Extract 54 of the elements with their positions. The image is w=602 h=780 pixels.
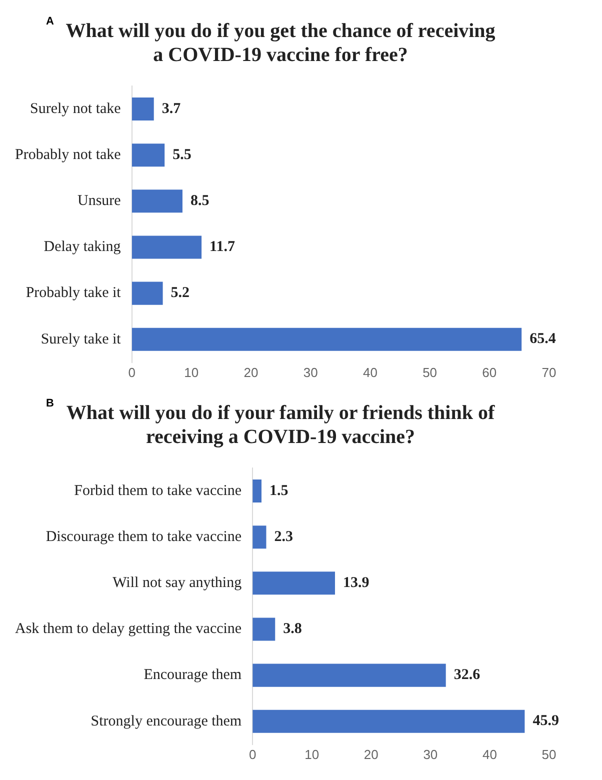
x-tick-label: 40 — [482, 746, 497, 762]
text: A — [46, 16, 54, 28]
x-tick-label: 50 — [422, 364, 438, 380]
x-tick-label: 20 — [244, 364, 258, 380]
bar — [132, 236, 202, 259]
bar — [132, 190, 182, 213]
data-label: 32.6 — [454, 667, 481, 684]
data-label: 3.8 — [283, 621, 302, 638]
chart-title: What will you do if your family or friends think of receiving a COVID-19 vaccine? — [66, 402, 495, 448]
bar — [252, 526, 266, 549]
x-tick-label: 40 — [362, 364, 378, 380]
x-tick-label: 10 — [184, 364, 199, 380]
chart-title: What will you do if you get the chance of receiving a COVID-19 vaccine for free? — [66, 20, 496, 66]
x-tick-label: 50 — [542, 746, 556, 762]
x-tick-label: 30 — [303, 364, 318, 380]
data-label: 65.4 — [530, 331, 556, 348]
y-tick-label: Discourage them to take vaccine — [46, 529, 242, 546]
data-label: 45.9 — [532, 713, 559, 730]
data-label: 13.9 — [342, 575, 370, 592]
y-tick-label: Forbid them to take vaccine — [74, 482, 242, 499]
bar — [252, 618, 276, 641]
y-tick-label: Encourage them — [144, 667, 242, 684]
x-tick-label: 10 — [304, 746, 320, 762]
y-tick-label: Strongly encourage them — [90, 713, 242, 730]
x-tick-label: 30 — [423, 746, 438, 762]
bar — [132, 282, 163, 305]
data-label: 5.5 — [172, 146, 192, 163]
y-tick-label: Surely take it — [40, 331, 122, 348]
bar — [252, 572, 335, 595]
y-tick-label: Surely not take — [30, 100, 122, 117]
bar — [252, 710, 525, 733]
y-tick-label: Ask them to delay getting the vaccine — [14, 621, 242, 638]
data-label: 8.5 — [190, 193, 210, 210]
bar — [132, 328, 522, 351]
data-label: 3.7 — [162, 100, 182, 117]
bar — [252, 664, 446, 687]
x-tick-label: 60 — [482, 364, 497, 380]
x-tick-label: 20 — [364, 746, 378, 762]
y-tick-label: Probably not take — [14, 147, 122, 164]
y-tick-label: Probably take it — [26, 285, 122, 302]
bar — [252, 480, 262, 503]
y-tick-label: Will not say anything — [112, 575, 242, 592]
x-tick-label: 0 — [128, 364, 136, 380]
bar — [132, 98, 154, 121]
y-tick-label: Delay taking — [44, 239, 122, 256]
data-label: 11.7 — [210, 239, 236, 256]
y-tick-label: Unsure — [77, 193, 122, 210]
x-tick-label: 70 — [542, 364, 556, 380]
data-label: 2.3 — [274, 528, 293, 545]
data-label: 5.2 — [170, 285, 190, 302]
bar — [132, 144, 165, 167]
text: B — [46, 398, 54, 410]
x-tick-label: 0 — [248, 746, 256, 762]
data-label: 1.5 — [269, 482, 288, 499]
